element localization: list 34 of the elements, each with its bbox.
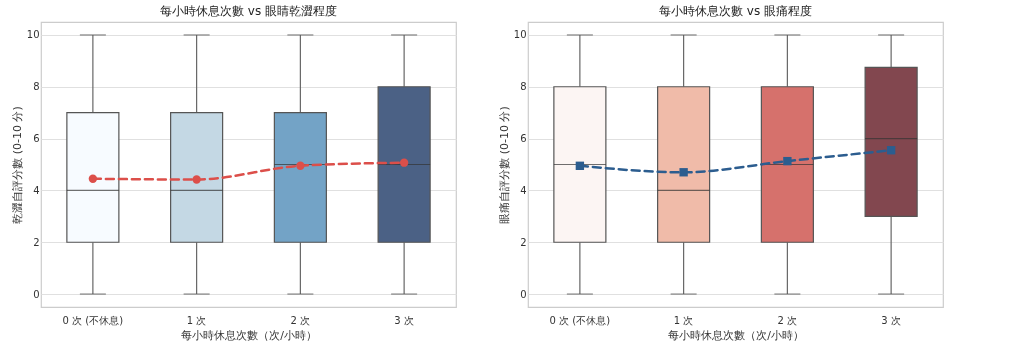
- x-tick-label: 2 次: [290, 314, 311, 326]
- y-tick-label: 8: [520, 81, 527, 93]
- y-axis-title: 乾澀自評分數 (0-10 分): [10, 106, 24, 224]
- y-tick-label: 8: [33, 81, 40, 93]
- point: [886, 146, 896, 155]
- x-tick-label: 0 次 (不休息): [62, 314, 124, 326]
- point: [575, 161, 585, 170]
- y-axis-title: 眼痛自評分數 (0-10 分): [497, 106, 511, 224]
- y-tick-label: 0: [520, 288, 527, 300]
- y-tick-label: 2: [520, 236, 527, 248]
- point: [296, 161, 305, 170]
- y-tick-label: 6: [520, 133, 527, 145]
- x-tick-label: 1 次: [673, 314, 694, 326]
- point: [399, 158, 409, 167]
- x-axis-title: 每小時休息次數（次/小時）: [668, 328, 804, 342]
- point: [192, 175, 201, 184]
- x-tick-label: 3 次: [394, 314, 414, 326]
- y-tick-label: 2: [33, 236, 40, 248]
- y-tick-label: 10: [513, 29, 527, 41]
- x-tick-label: 0 次 (不休息): [549, 314, 611, 326]
- x-tick-label: 3 次: [881, 314, 901, 326]
- chart-title: 每小時休息次數 vs 眼睛乾澀程度: [160, 4, 337, 18]
- x-axis-title: 每小時休息次數（次/小時）: [181, 328, 317, 342]
- x-tick-label: 1 次: [186, 314, 207, 326]
- chart-title: 每小時休息次數 vs 眼痛程度: [659, 4, 812, 18]
- y-tick-label: 6: [33, 133, 40, 145]
- y-tick-label: 4: [520, 184, 527, 196]
- point: [88, 174, 98, 183]
- x-tick-label: 2 次: [777, 314, 798, 326]
- point: [679, 168, 688, 177]
- y-tick-label: 0: [33, 288, 40, 300]
- point: [783, 156, 792, 166]
- y-tick-label: 4: [33, 184, 40, 196]
- y-tick-label: 10: [26, 29, 40, 41]
